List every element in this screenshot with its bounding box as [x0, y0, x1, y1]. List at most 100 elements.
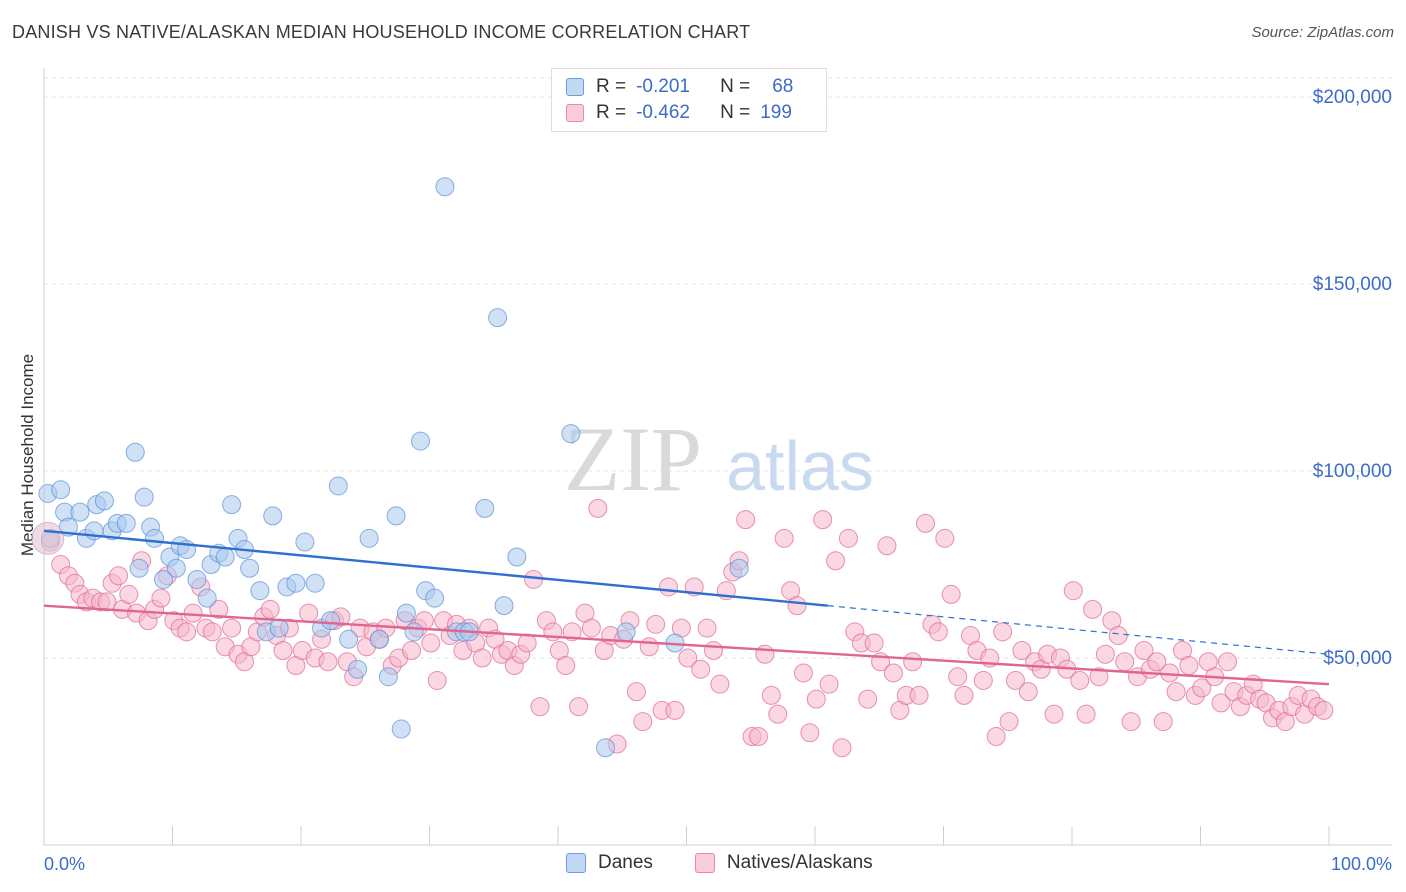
- data-point: [1147, 652, 1167, 672]
- data-point: [97, 592, 117, 612]
- data-point: [703, 641, 723, 661]
- data-point: [665, 700, 685, 720]
- data-point: [134, 487, 154, 507]
- data-point: [1044, 704, 1064, 724]
- data-point: [435, 177, 455, 197]
- x-tick-label: 100.0%: [1331, 854, 1392, 874]
- data-point: [1192, 678, 1212, 698]
- data-point: [166, 558, 186, 578]
- data-point: [177, 622, 197, 642]
- data-point: [616, 622, 636, 642]
- data-point: [1063, 581, 1083, 601]
- data-point: [494, 596, 514, 616]
- data-point: [183, 603, 203, 623]
- data-point: [999, 712, 1019, 732]
- watermark-atlas: atlas: [726, 427, 874, 505]
- data-point: [755, 644, 775, 664]
- data-point: [569, 697, 589, 717]
- data-point: [1083, 599, 1103, 619]
- legend-n-value: 199: [760, 102, 792, 123]
- data-point: [472, 648, 492, 668]
- data-point: [1089, 667, 1109, 687]
- data-point: [768, 704, 788, 724]
- series-legend: Danes Natives/Alaskans: [566, 852, 915, 874]
- series-danes: [38, 177, 749, 758]
- data-point: [986, 727, 1006, 747]
- legend-swatch-natives: [694, 853, 715, 873]
- legend-r-value: -0.201: [636, 76, 690, 97]
- chart-source: Source: ZipAtlas.com: [1251, 24, 1394, 41]
- data-point: [202, 622, 222, 642]
- legend-n-label: N =: [720, 76, 751, 97]
- data-point: [633, 712, 653, 732]
- legend-row-danes: R = -0.201 N = 68: [566, 74, 793, 100]
- legend-item-danes: Danes: [566, 852, 653, 874]
- legend-swatch-natives: [566, 104, 584, 122]
- stats-legend: R = -0.201 N = 68 R = -0.462 N = 199: [551, 68, 827, 132]
- data-point: [678, 648, 698, 668]
- data-point: [396, 603, 416, 623]
- data-point: [1211, 693, 1231, 713]
- legend-swatch-danes: [566, 853, 586, 873]
- data-point: [954, 685, 974, 705]
- legend-n-value: 68: [772, 76, 794, 97]
- data-point: [260, 599, 280, 619]
- legend-item-natives: Natives/Alaskans: [694, 852, 873, 874]
- data-point: [187, 569, 207, 589]
- data-point: [129, 558, 149, 578]
- data-points: [31, 177, 1334, 758]
- y-tick-label: $200,000: [1313, 87, 1392, 108]
- data-point: [948, 667, 968, 687]
- data-point: [427, 670, 447, 690]
- data-point: [507, 547, 527, 567]
- data-point: [596, 738, 616, 758]
- data-point: [116, 513, 136, 533]
- data-point: [819, 674, 839, 694]
- data-point: [736, 510, 756, 530]
- data-point: [1108, 626, 1128, 646]
- data-point: [793, 663, 813, 683]
- legend-r-label: R =: [596, 102, 627, 123]
- data-point: [935, 528, 955, 548]
- data-point: [145, 528, 165, 548]
- data-point: [475, 498, 495, 518]
- data-point: [562, 622, 582, 642]
- data-point: [318, 652, 338, 672]
- data-point: [973, 670, 993, 690]
- data-point: [1314, 700, 1334, 720]
- data-point: [787, 596, 807, 616]
- chart-title: DANISH VS NATIVE/ALASKAN MEDIAN HOUSEHOL…: [12, 22, 751, 42]
- data-point: [928, 622, 948, 642]
- data-point: [800, 723, 820, 743]
- data-point: [328, 476, 348, 496]
- data-point: [369, 629, 389, 649]
- data-point: [748, 727, 768, 747]
- data-point: [858, 689, 878, 709]
- data-point: [556, 655, 576, 675]
- data-point: [1134, 641, 1154, 661]
- data-point: [639, 637, 659, 657]
- data-point: [348, 659, 368, 679]
- tick-labels: $50,000 $100,000 $150,000 $200,000 0.0% 100.0…: [44, 87, 1392, 874]
- data-point: [94, 491, 114, 511]
- data-point: [215, 547, 235, 567]
- data-point: [391, 719, 411, 739]
- data-point: [359, 528, 379, 548]
- data-point: [838, 528, 858, 548]
- data-point: [222, 618, 242, 638]
- data-point: [240, 558, 260, 578]
- data-point: [1153, 712, 1173, 732]
- data-point: [151, 588, 171, 608]
- data-point: [321, 611, 341, 631]
- legend-row-natives: R = -0.462 N = 199: [566, 100, 792, 126]
- data-point: [530, 697, 550, 717]
- data-point: [1179, 655, 1199, 675]
- data-point: [877, 536, 897, 556]
- data-point: [826, 551, 846, 571]
- data-point: [263, 506, 283, 526]
- data-point: [761, 685, 781, 705]
- data-point: [404, 622, 424, 642]
- y-tick-label: $100,000: [1313, 461, 1392, 482]
- legend-r-label: R =: [596, 76, 627, 97]
